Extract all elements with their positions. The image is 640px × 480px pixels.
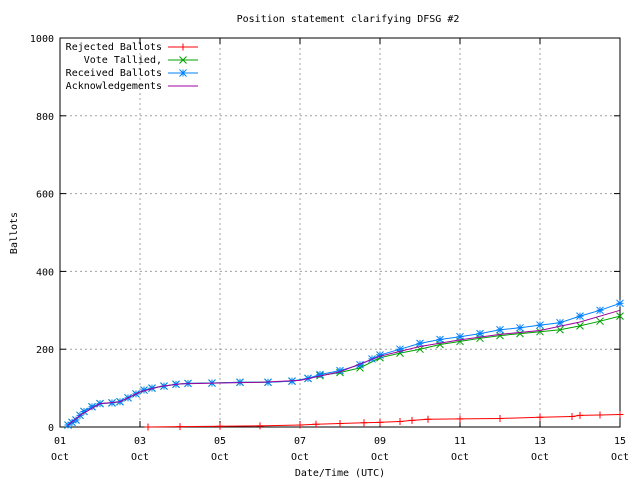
point-marker [596,317,604,326]
y-axis-label: Ballots [9,212,20,254]
point-marker [72,416,80,424]
point-marker [616,411,624,419]
point-marker [456,332,464,341]
legend-label: Received Ballots [66,68,162,79]
legend-marker [179,43,187,51]
legend-marker [179,69,187,77]
y-tick-label: 0 [48,423,54,434]
plot-frame [59,37,621,428]
x-axis-label: Date/Time (UTC) [295,468,385,479]
point-marker [576,411,584,419]
x-tick-label: 09 Oct [371,436,389,463]
point-marker [336,366,344,375]
point-marker [376,418,384,426]
y-tick-label: 1000 [30,34,54,45]
point-marker [616,299,624,308]
x-tick-label: 01 Oct [51,436,69,463]
point-marker [496,331,504,340]
point-marker [316,370,324,379]
y-tick-label: 400 [36,267,54,278]
point-marker [376,351,384,359]
point-marker [144,423,152,431]
point-marker [516,323,524,332]
point-marker [256,422,264,430]
point-marker [396,418,404,426]
point-marker [536,321,544,329]
x-tick-label: 13 Oct [531,436,549,463]
point-marker [456,415,464,423]
x-tick-label: 05 Oct [211,436,229,463]
point-marker [556,325,564,334]
point-marker [140,386,148,394]
point-marker [496,414,504,422]
point-marker [476,329,484,338]
point-marker [216,422,224,430]
point-marker [148,384,156,392]
point-marker [436,335,444,344]
point-marker [396,345,404,354]
point-marker [536,413,544,421]
point-marker [516,329,524,338]
point-marker [416,339,424,348]
point-marker [80,407,88,416]
point-marker [496,325,504,334]
point-marker [568,412,576,420]
x-tick-label: 03 Oct [131,436,149,463]
point-marker [408,416,416,424]
x-tick-label: 07 Oct [291,436,309,463]
legend-label: Rejected Ballots [66,42,162,53]
point-marker [360,419,368,427]
point-marker [536,327,544,336]
legend-label: Vote Tallied, [84,55,162,66]
point-marker [176,423,184,431]
x-tick-label: 15 Oct [611,436,629,463]
y-tick-label: 200 [36,345,54,356]
point-marker [336,419,344,427]
point-marker [576,312,584,320]
legend-marker [179,56,187,64]
point-marker [576,322,584,330]
point-marker [616,312,624,320]
point-marker [356,360,364,369]
point-marker [596,411,604,419]
point-marker [596,306,604,315]
point-marker [88,402,96,411]
y-tick-label: 600 [36,190,54,201]
x-tick-label: 11 Oct [451,436,469,463]
series-line [67,309,621,426]
chart-title: Position statement clarifying DFSG #2 [237,14,460,25]
point-marker [556,318,564,327]
point-marker [296,421,304,429]
point-marker [424,415,432,423]
legend-label: Acknowledgements [66,81,162,92]
point-marker [312,420,320,428]
y-tick-label: 800 [36,112,54,123]
